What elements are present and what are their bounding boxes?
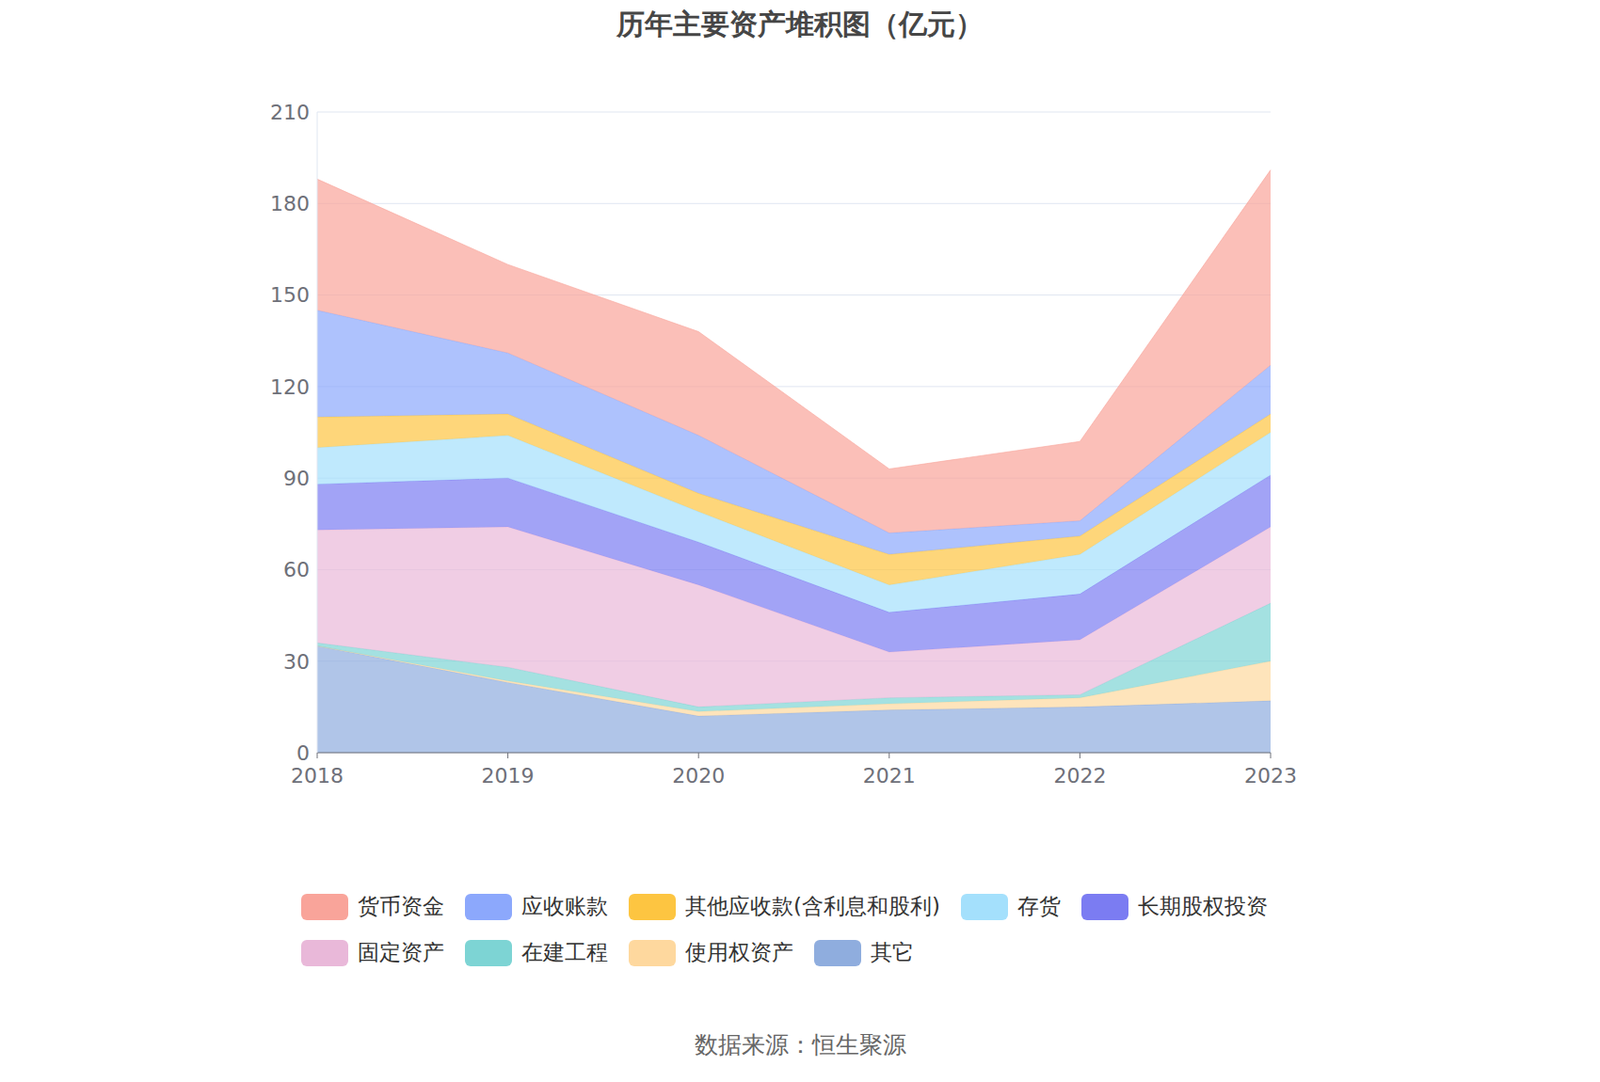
- html-text:应收账款: 应收账款: [521, 894, 608, 919]
- html-text:存货: 存货: [1017, 894, 1061, 919]
- html-text:其他应收款(含利息和股利): 其他应收款(含利息和股利): [685, 894, 941, 919]
- svg-text:0: 0: [296, 741, 310, 766]
- svg-text:120: 120: [270, 375, 310, 400]
- html-text:货币资金: 货币资金: [357, 894, 445, 919]
- svg-text:2021: 2021: [863, 764, 916, 788]
- html-text:历年主要资产堆积图（亿元）: 历年主要资产堆积图（亿元）: [616, 7, 984, 41]
- svg-text:210: 210: [270, 100, 310, 125]
- svg-text:2023: 2023: [1244, 764, 1297, 788]
- html-text:其它: 其它: [870, 940, 914, 965]
- html-text:长期股权投资: 长期股权投资: [1137, 894, 1268, 919]
- html-text:数据来源：恒生聚源: 数据来源：恒生聚源: [694, 1031, 906, 1059]
- html-text:固定资产: 固定资产: [357, 940, 445, 965]
- svg-text:2020: 2020: [672, 764, 725, 788]
- svg-text:60: 60: [283, 558, 310, 582]
- svg-text:90: 90: [283, 466, 310, 491]
- svg-text:150: 150: [270, 283, 310, 307]
- svg-text:2018: 2018: [290, 764, 344, 788]
- svg-text:30: 30: [283, 650, 310, 674]
- svg-text:2022: 2022: [1053, 764, 1106, 788]
- svg-text:180: 180: [270, 192, 310, 216]
- html-text:使用权资产: 使用权资产: [685, 940, 794, 965]
- html-text:在建工程: 在建工程: [521, 940, 608, 965]
- svg-text:2019: 2019: [481, 764, 535, 788]
